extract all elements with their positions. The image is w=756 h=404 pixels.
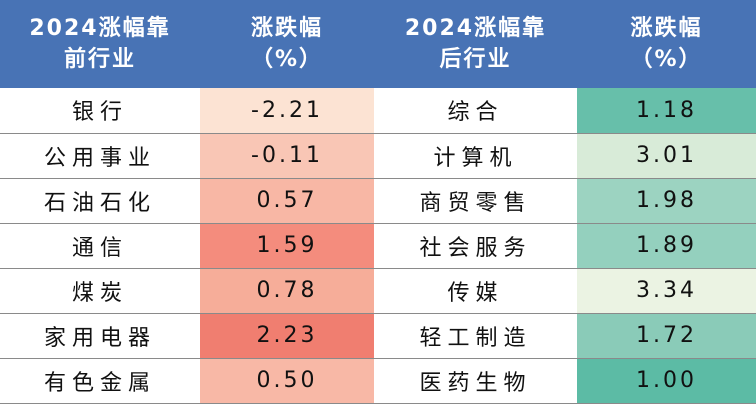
top-industry-name: 公用事业 <box>0 133 200 179</box>
header-top-change: 涨跌幅 （%） <box>200 0 374 88</box>
table-row: 有色金属 0.50 医药生物 1.00 <box>0 358 756 404</box>
bottom-industry-change: 1.00 <box>577 358 756 404</box>
header-top-industry: 2024涨幅靠 前行业 <box>0 0 200 88</box>
bottom-industry-name: 商贸零售 <box>374 178 577 224</box>
top-industry-name: 通信 <box>0 223 200 269</box>
bottom-industry-name: 综合 <box>374 88 577 134</box>
bottom-industry-name: 医药生物 <box>374 358 577 404</box>
header-row: 2024涨幅靠 前行业 涨跌幅 （%） 2024涨幅靠 后行业 涨跌幅 （%） <box>0 0 756 88</box>
top-industry-change: 0.50 <box>200 358 374 404</box>
top-industry-change: -0.11 <box>200 133 374 179</box>
bottom-industry-name: 轻工制造 <box>374 313 577 359</box>
bottom-industry-change: 3.34 <box>577 268 756 314</box>
table-row: 煤炭 0.78 传媒 3.34 <box>0 268 756 314</box>
table-row: 通信 1.59 社会服务 1.89 <box>0 223 756 269</box>
table-body: 银行 -2.21 综合 1.18 公用事业 -0.11 计算机 3.01 石油石化 0.57 商贸零… <box>0 88 756 404</box>
table-row: 石油石化 0.57 商贸零售 1.98 <box>0 178 756 224</box>
header-bottom-change: 涨跌幅 （%） <box>577 0 756 88</box>
bottom-industry-name: 社会服务 <box>374 223 577 269</box>
bottom-industry-change: 3.01 <box>577 133 756 179</box>
bottom-industry-change: 1.72 <box>577 313 756 359</box>
top-industry-change: 1.59 <box>200 223 374 269</box>
top-industry-name: 银行 <box>0 88 200 134</box>
top-industry-name: 煤炭 <box>0 268 200 314</box>
top-industry-change: 0.78 <box>200 268 374 314</box>
bottom-industry-change: 1.89 <box>577 223 756 269</box>
top-industry-name: 有色金属 <box>0 358 200 404</box>
bottom-industry-change: 1.98 <box>577 178 756 224</box>
bottom-industry-change: 1.18 <box>577 88 756 134</box>
top-industry-change: 2.23 <box>200 313 374 359</box>
header-bottom-industry: 2024涨幅靠 后行业 <box>374 0 577 88</box>
bottom-industry-name: 计算机 <box>374 133 577 179</box>
top-industry-change: -2.21 <box>200 88 374 134</box>
top-industry-change: 0.57 <box>200 178 374 224</box>
bottom-industry-name: 传媒 <box>374 268 577 314</box>
top-industry-name: 家用电器 <box>0 313 200 359</box>
top-industry-name: 石油石化 <box>0 178 200 224</box>
table-header: 2024涨幅靠 前行业 涨跌幅 （%） 2024涨幅靠 后行业 涨跌幅 （%） <box>0 0 756 88</box>
table-row: 银行 -2.21 综合 1.18 <box>0 88 756 134</box>
table-row: 家用电器 2.23 轻工制造 1.72 <box>0 313 756 359</box>
table-row: 公用事业 -0.11 计算机 3.01 <box>0 133 756 179</box>
